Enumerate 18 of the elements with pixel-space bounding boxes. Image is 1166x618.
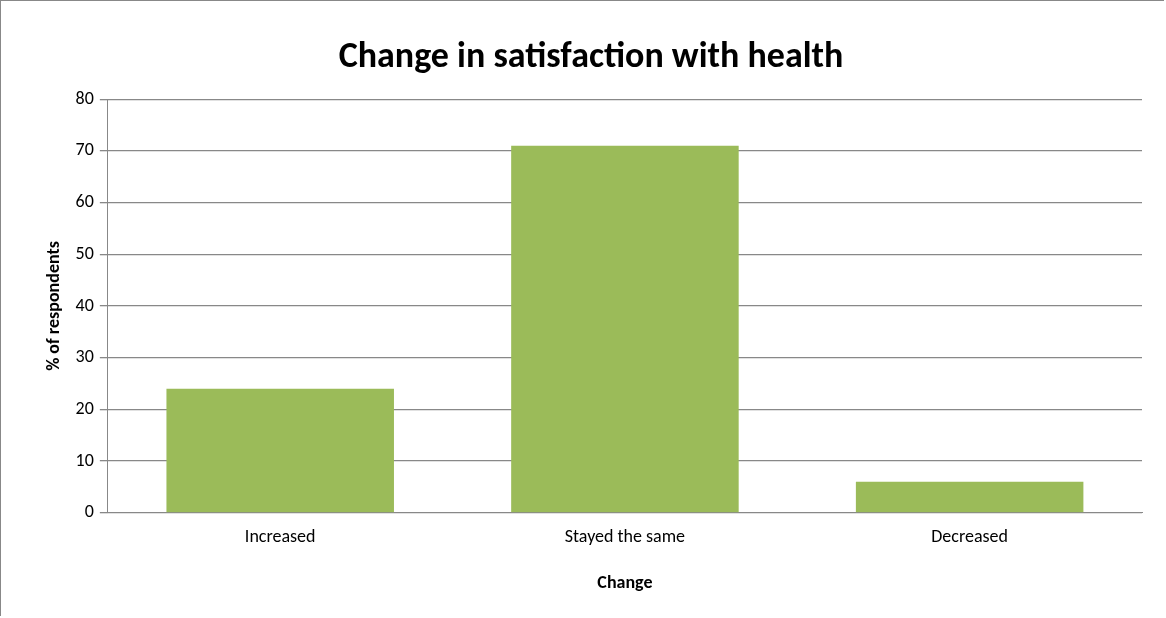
bar xyxy=(855,481,1084,513)
y-tick-label: 30 xyxy=(75,345,94,368)
bar xyxy=(166,388,394,513)
x-axis-title: Change xyxy=(597,570,653,593)
x-tick-label: Stayed the same xyxy=(564,525,686,548)
bar xyxy=(511,145,739,513)
y-tick-label: 10 xyxy=(75,448,94,471)
x-tick-label: Increased xyxy=(244,525,316,548)
y-tick-label: 80 xyxy=(75,86,94,109)
y-axis-title: % of respondents xyxy=(42,241,65,371)
y-tick-label: 40 xyxy=(75,293,94,316)
y-tick-label: 50 xyxy=(75,241,94,264)
y-tick-label: 70 xyxy=(75,138,94,161)
y-tick-label: 0 xyxy=(84,500,94,523)
y-tick-label: 60 xyxy=(75,190,94,213)
y-tick-label: 20 xyxy=(75,396,94,419)
x-tick-label: Decreased xyxy=(931,525,1008,548)
chart-title: Change in satisfaction with health xyxy=(338,32,844,77)
